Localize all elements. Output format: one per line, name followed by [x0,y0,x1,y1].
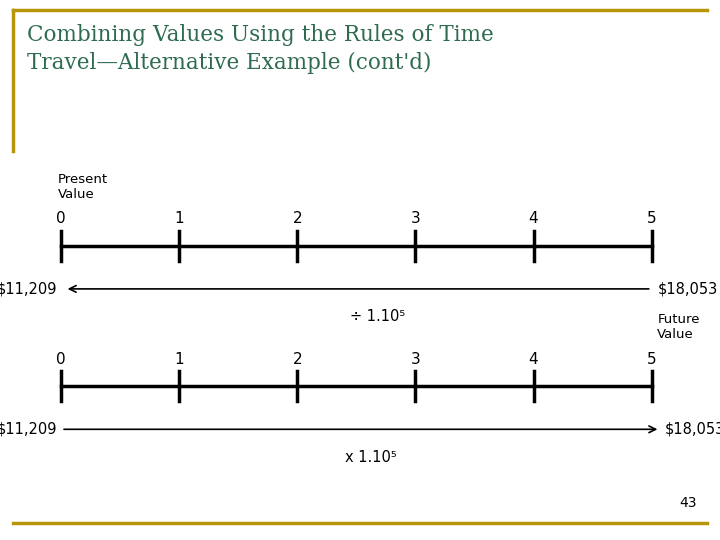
Text: 5: 5 [647,352,657,367]
Text: 5: 5 [647,211,657,226]
Text: 2: 2 [292,352,302,367]
Text: 4: 4 [528,352,539,367]
Text: $11,209: $11,209 [0,281,58,296]
Text: 0: 0 [56,352,66,367]
Text: 0: 0 [56,211,66,226]
Text: $11,209: $11,209 [0,422,58,437]
Text: 43: 43 [680,496,697,510]
Text: 1: 1 [174,211,184,226]
Text: x 1.10⁵: x 1.10⁵ [345,450,397,465]
Text: 2: 2 [292,211,302,226]
Text: $18,053: $18,053 [665,422,720,437]
Text: Combining Values Using the Rules of Time
Travel—Alternative Example (cont'd): Combining Values Using the Rules of Time… [27,24,494,75]
Text: 3: 3 [410,352,420,367]
Text: 4: 4 [528,211,539,226]
Text: ÷ 1.10⁵: ÷ 1.10⁵ [351,309,405,325]
Text: $18,053: $18,053 [657,281,718,296]
Text: 1: 1 [174,352,184,367]
Text: Present
Value: Present Value [58,173,108,201]
Text: Future
Value: Future Value [657,313,700,341]
Text: 3: 3 [410,211,420,226]
